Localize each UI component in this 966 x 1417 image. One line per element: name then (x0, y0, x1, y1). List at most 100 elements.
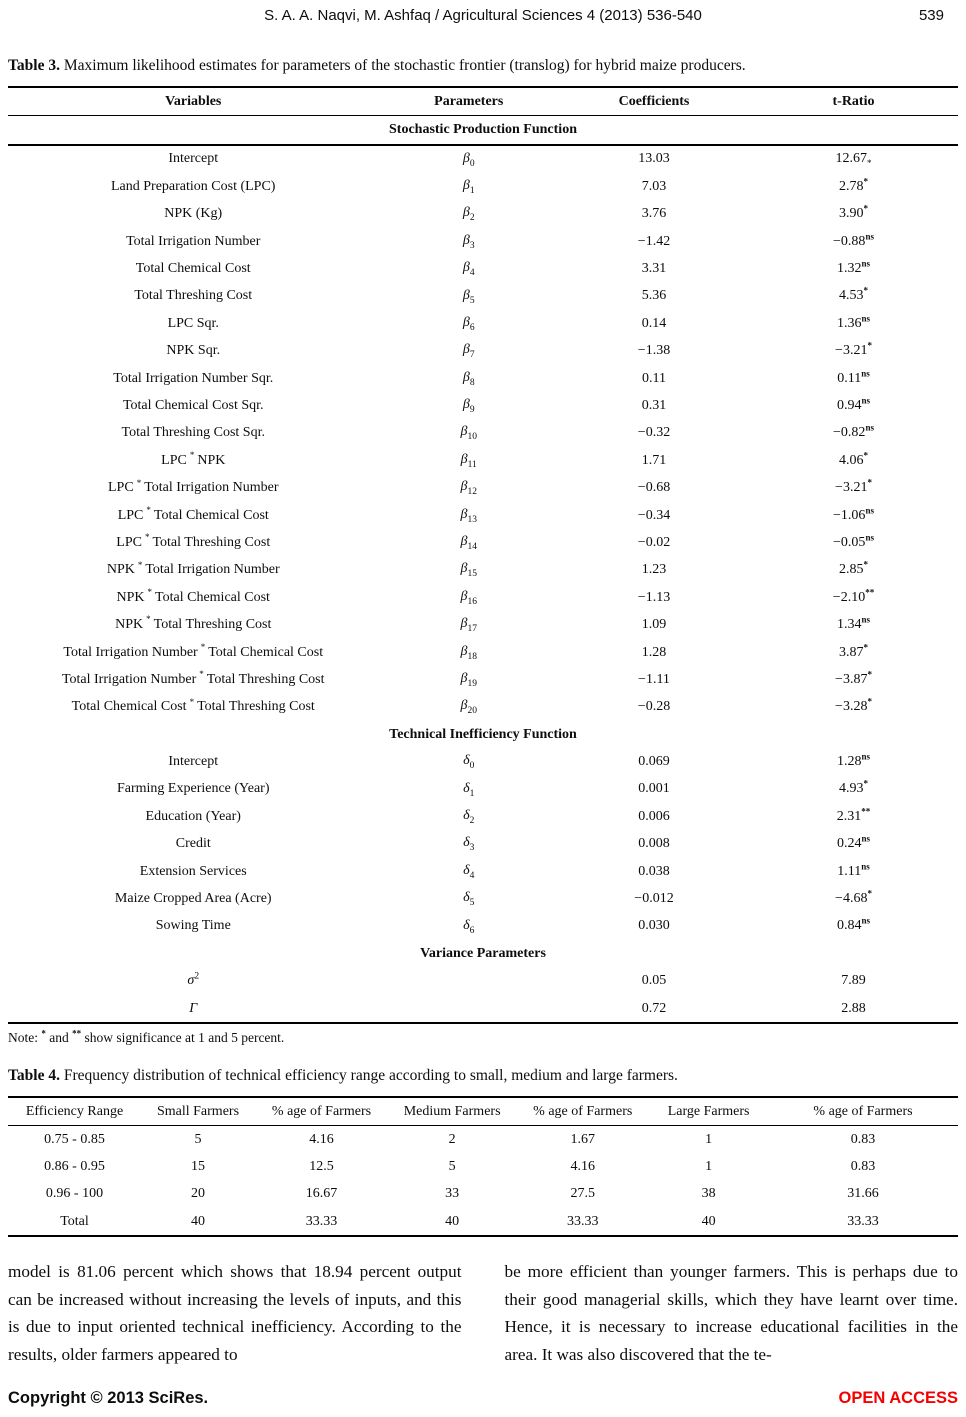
tratio-value: 4.93 (839, 781, 864, 797)
tratio-value: 7.89 (841, 973, 866, 989)
variable-label: LPC (108, 480, 134, 496)
variable-label: LPC (161, 452, 187, 468)
parameter-symbol: β (462, 342, 470, 358)
interaction-star-icon: * (200, 641, 206, 652)
parameter-cell: β2 (379, 201, 560, 228)
interaction-star-icon: * (137, 559, 143, 570)
parameter-symbol: β (462, 369, 470, 385)
interaction-star-icon: * (146, 504, 151, 515)
significance-marker: * (867, 340, 872, 351)
tratio-value: 1.34 (836, 617, 862, 633)
table4-row: 0.86 - 0.95 15 12.5 5 4.16 1 0.83 (8, 1154, 958, 1181)
parameter-cell: β1 (379, 173, 560, 200)
table3-caption-text: Maximum likelihood estimates for paramet… (63, 57, 746, 74)
table3-row: Land Preparation Cost (LPC) β1 7.03 2.78* (8, 173, 958, 200)
table3-row: Extension Services δ4 0.038 1.11ns (8, 858, 958, 885)
variable-cell: Land Preparation Cost (LPC) (8, 173, 379, 200)
tratio-value: 2.88 (841, 1000, 866, 1016)
variable-label: Total Chemical Cost (135, 261, 251, 277)
parameter-cell: β11 (379, 447, 560, 474)
table3-row: LPC * Total Chemical Cost β13 −0.34 −1.06ns (8, 502, 958, 529)
medium-farmers-cell: 2 (448, 1132, 456, 1148)
parameter-symbol: δ (463, 807, 470, 823)
tratio-value: −3.21 (835, 480, 868, 496)
variable-label: Total Threshing Cost Sqr. (121, 425, 265, 441)
tratio-value: −0.88 (833, 233, 866, 249)
page-footer: Copyright © 2013 SciRes. OPEN ACCESS (8, 1389, 958, 1408)
parameter-subscript: 14 (467, 541, 477, 552)
parameter-symbol: β (462, 205, 470, 221)
tratio-value: −0.82 (833, 425, 866, 441)
parameter-cell: β20 (379, 694, 560, 721)
tratio-value: 0.24 (836, 836, 862, 852)
variable-label: Credit (175, 836, 211, 852)
table3-row: Total Chemical Cost β4 3.31 1.32ns (8, 255, 958, 282)
variable-label: Total Chemical Cost (153, 507, 269, 523)
coefficient-cell: 0.14 (641, 315, 667, 331)
table3-header-variables: Variables (165, 93, 222, 109)
tratio-cell: 0.94ns (749, 392, 958, 419)
running-head-row: S. A. A. Naqvi, M. Ashfaq / Agricultural… (8, 7, 958, 24)
tratio-value: −3.87 (835, 671, 868, 687)
efficiency-range-cell: 0.96 - 100 (45, 1186, 104, 1202)
tratio-cell: 1.36ns (749, 310, 958, 337)
variable-cell: Intercept (8, 145, 379, 173)
small-farmers-cell: 40 (191, 1213, 205, 1229)
coefficient-cell: 0.31 (641, 397, 667, 413)
parameter-symbol: β (462, 150, 470, 166)
variable-cell: LPC Sqr. (8, 310, 379, 337)
parameter-cell: β17 (379, 611, 560, 638)
table3-note: Note: * and ** show significance at 1 an… (8, 1029, 958, 1046)
significance-marker: * (867, 477, 872, 488)
variable-cell: Farming Experience (Year) (8, 776, 379, 803)
parameter-subscript: 2 (469, 815, 475, 826)
parameter-symbol: δ (463, 917, 470, 933)
tratio-value: 2.85 (839, 562, 864, 578)
significance-marker: ns (861, 751, 870, 762)
variable-label: NPK (115, 617, 144, 633)
open-access-label: OPEN ACCESS (838, 1389, 959, 1407)
significance-marker: ns (865, 532, 874, 543)
variable-cell: Total Chemical Cost Sqr. (8, 392, 379, 419)
tratio-value: 1.28 (836, 754, 862, 770)
table3-row: LPC * Total Irrigation Number β12 −0.68 −3.21… (8, 474, 958, 501)
parameter-symbol: β (460, 588, 468, 604)
table3-section-title: Technical Inefficiency Function (389, 726, 577, 742)
variable-cell: Sowing Time (8, 913, 379, 940)
coefficient-cell: −0.34 (637, 507, 671, 523)
variable-label: Sowing Time (155, 918, 231, 934)
tratio-cell: 4.93* (749, 776, 958, 803)
tratio-cell: −0.05ns (749, 529, 958, 556)
table3-row: Γ 0.72 2.88 (8, 995, 958, 1023)
significance-marker: ns (861, 313, 870, 324)
variable-label: Total Irrigation Number (63, 644, 198, 660)
significance-marker: * (867, 669, 872, 680)
variable-cell: Γ (8, 995, 379, 1023)
variable-cell: Total Irrigation Number (8, 228, 379, 255)
tratio-cell: −3.21* (749, 338, 958, 365)
coefficient-cell: −1.42 (637, 233, 671, 249)
table4-header-pct-large: % age of Farmers (813, 1103, 913, 1119)
tratio-value: 4.06 (839, 452, 864, 468)
pct-medium-cell: 27.5 (570, 1186, 596, 1202)
table3-row: NPK * Total Irrigation Number β15 1.23 2.85* (8, 557, 958, 584)
parameter-subscript: 10 (467, 432, 477, 443)
table3-row: Intercept β0 13.03 12.67* (8, 145, 958, 173)
parameter-subscript: 6 (469, 322, 475, 333)
table3-header-tratio: t-Ratio (832, 93, 875, 109)
variable-cell: NPK Sqr. (8, 338, 379, 365)
parameter-cell: β3 (379, 228, 560, 255)
table3-row: Total Irrigation Number * Total Chemical C… (8, 639, 958, 666)
efficiency-range-cell: Total (60, 1213, 89, 1229)
tratio-value: −3.21 (835, 343, 868, 359)
parameter-cell: β6 (379, 310, 560, 337)
significance-marker: ns (861, 833, 870, 844)
parameter-symbol: β (460, 424, 468, 440)
parameter-subscript: 1 (469, 788, 475, 799)
table3-section-row: Stochastic Production Function (8, 116, 958, 145)
table3-row: Intercept δ0 0.069 1.28ns (8, 748, 958, 775)
body-text-columns: model is 81.06 percent which shows that … (8, 1258, 958, 1368)
variable-label: Extension Services (139, 863, 247, 879)
significance-marker: * (863, 176, 869, 187)
table3-row: Total Chemical Cost * Total Threshing Cost… (8, 694, 958, 721)
